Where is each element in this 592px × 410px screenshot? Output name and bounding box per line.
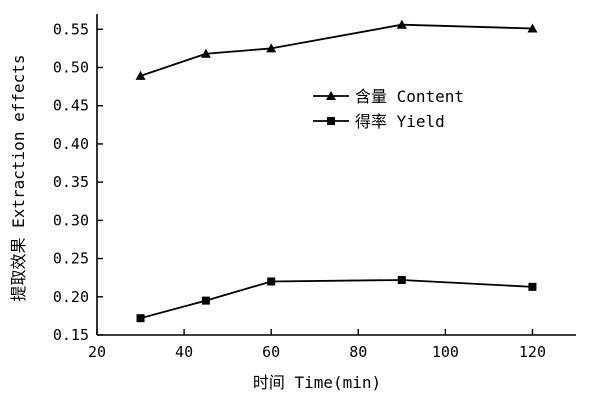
series-line bbox=[140, 23, 533, 77]
data-point bbox=[396, 19, 407, 29]
legend-marker bbox=[326, 91, 336, 100]
legend-label: 得率 Yield bbox=[355, 112, 445, 131]
x-tick-label: 80 bbox=[349, 343, 367, 361]
data-point bbox=[527, 23, 538, 33]
x-tick-label: 120 bbox=[519, 343, 546, 361]
x-tick-label: 40 bbox=[175, 343, 193, 361]
series-line bbox=[140, 279, 533, 320]
legend-marker bbox=[327, 117, 335, 125]
data-point bbox=[397, 275, 406, 284]
data-point bbox=[267, 277, 276, 286]
x-axis-title: 时间 Time(min) bbox=[253, 373, 381, 392]
legend: 含量 Content 得率 Yield bbox=[313, 87, 464, 131]
data-point bbox=[528, 282, 537, 291]
legend-item: 得率 Yield bbox=[313, 112, 445, 131]
data-point bbox=[266, 43, 277, 53]
y-tick-label: 0.35 bbox=[53, 173, 89, 191]
series-content bbox=[135, 19, 538, 80]
y-tick-label: 0.20 bbox=[53, 288, 89, 306]
data-point bbox=[136, 314, 145, 323]
y-tick-label: 0.25 bbox=[53, 250, 89, 268]
y-tick-label: 0.30 bbox=[53, 211, 89, 229]
axes: 20 40 60 80 100 120 0.15 0.20 0.25 0.30 0.35 0.40 0.… bbox=[53, 14, 576, 361]
y-tick-label: 0.55 bbox=[53, 20, 89, 38]
data-point bbox=[201, 296, 210, 305]
legend-item: 含量 Content bbox=[313, 87, 464, 106]
x-tick-label: 100 bbox=[432, 343, 459, 361]
x-tick-label: 20 bbox=[88, 343, 106, 361]
series-yield bbox=[136, 275, 537, 323]
legend-label: 含量 Content bbox=[355, 87, 464, 106]
y-tick-label: 0.40 bbox=[53, 135, 89, 153]
y-tick-label: 0.15 bbox=[53, 326, 89, 344]
data-point bbox=[200, 48, 211, 58]
x-tick-label: 60 bbox=[262, 343, 280, 361]
y-axis-title: 提取效果 Extraction effects bbox=[9, 54, 28, 301]
data-point bbox=[135, 70, 146, 80]
series-layer bbox=[135, 19, 538, 323]
y-tick-label: 0.45 bbox=[53, 97, 89, 115]
y-tick-label: 0.50 bbox=[53, 59, 89, 77]
